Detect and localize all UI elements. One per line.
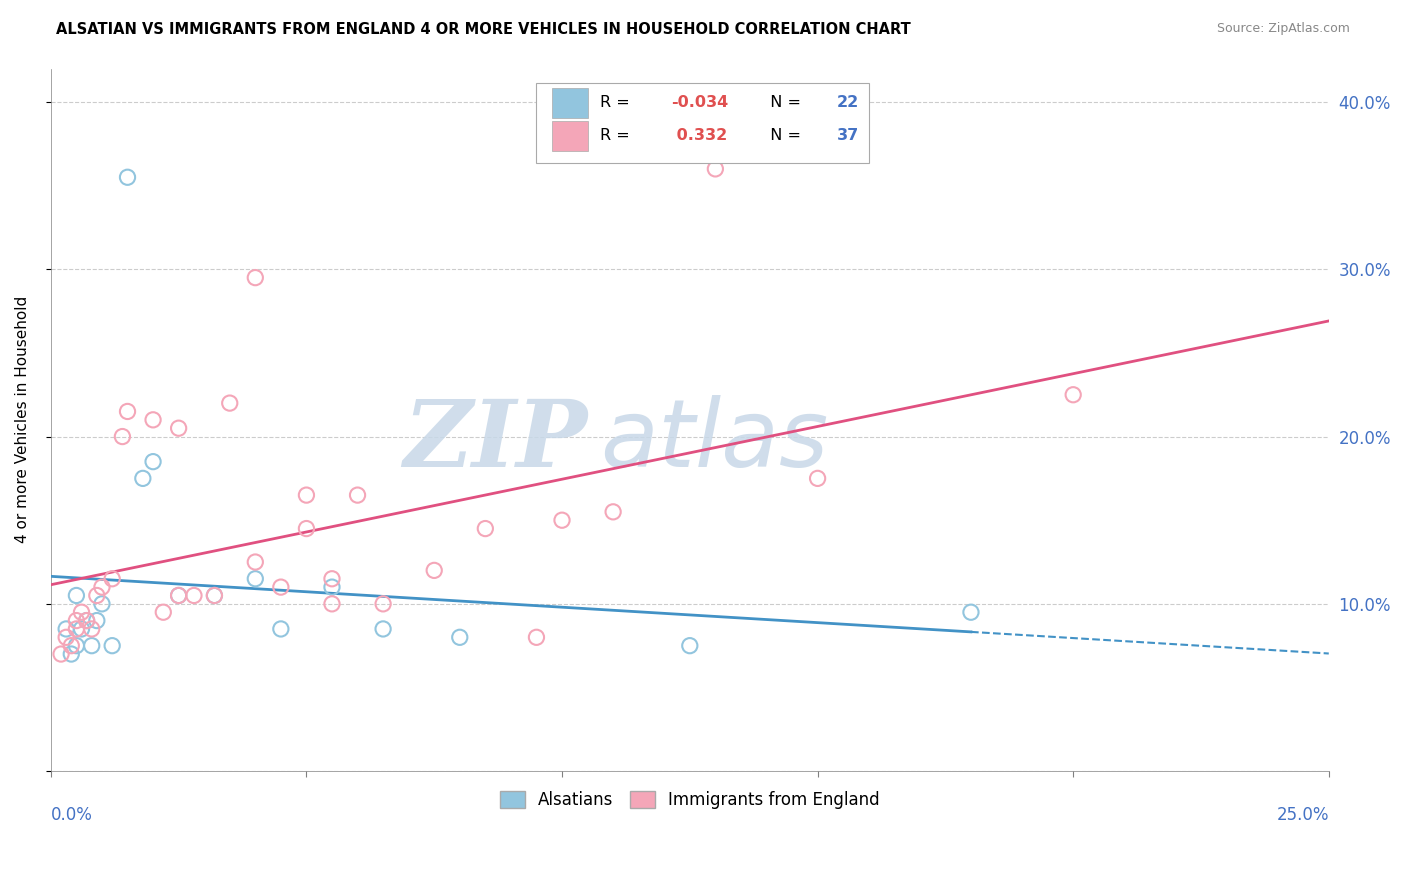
Point [86,614,108,628]
Point [117,404,139,418]
Point [101,639,124,653]
Y-axis label: 4 or more Vehicles in Household: 4 or more Vehicles in Household [15,296,30,543]
Point [167,589,190,603]
Point [807,471,830,485]
Point [167,589,190,603]
Point [70,622,93,636]
Point [295,522,318,536]
Text: -0.034: -0.034 [671,95,728,111]
Text: 0.0%: 0.0% [51,806,93,824]
Point [1062,388,1084,402]
Point [91,580,114,594]
Point [183,589,205,603]
Point [371,622,394,636]
Point [55,622,77,636]
Point [70,605,93,619]
Point [202,589,225,603]
Point [295,488,318,502]
Point [60,639,83,653]
Point [526,630,548,644]
Text: ZIP: ZIP [404,396,588,486]
Point [474,522,496,536]
Point [346,488,368,502]
FancyBboxPatch shape [537,83,869,163]
Point [80,622,103,636]
Point [602,505,624,519]
Point [55,630,77,644]
Point [91,597,114,611]
Point [167,421,190,435]
Point [551,513,574,527]
Text: R =: R = [600,95,636,111]
Point [152,605,174,619]
Legend: Alsatians, Immigrants from England: Alsatians, Immigrants from England [494,784,887,815]
Point [111,429,134,443]
Point [270,622,292,636]
Text: R =: R = [600,128,636,144]
Text: ALSATIAN VS IMMIGRANTS FROM ENGLAND 4 OR MORE VEHICLES IN HOUSEHOLD CORRELATION : ALSATIAN VS IMMIGRANTS FROM ENGLAND 4 OR… [56,22,911,37]
Point [704,161,727,176]
Point [65,614,87,628]
Point [218,396,240,410]
Point [960,605,983,619]
Point [76,614,98,628]
Point [142,455,165,469]
Point [245,270,267,285]
Point [321,597,343,611]
Point [423,563,446,577]
Text: atlas: atlas [600,395,828,486]
Point [321,572,343,586]
Point [142,413,165,427]
Text: 25.0%: 25.0% [1277,806,1329,824]
Point [132,471,155,485]
Point [245,572,267,586]
Text: 0.332: 0.332 [671,128,727,144]
Point [60,647,83,661]
Text: N =: N = [761,95,806,111]
Point [65,639,87,653]
Point [202,589,225,603]
Point [371,597,394,611]
Point [679,639,702,653]
Text: Source: ZipAtlas.com: Source: ZipAtlas.com [1216,22,1350,36]
Point [245,555,267,569]
Point [321,580,343,594]
Point [76,614,98,628]
Point [86,589,108,603]
Point [80,639,103,653]
Point [101,572,124,586]
Text: 37: 37 [837,128,859,144]
Point [49,647,72,661]
Text: 22: 22 [837,95,859,111]
Point [270,580,292,594]
Point [65,622,87,636]
FancyBboxPatch shape [551,88,588,118]
Point [65,589,87,603]
Point [117,170,139,185]
Text: N =: N = [761,128,806,144]
FancyBboxPatch shape [551,121,588,151]
Point [449,630,471,644]
